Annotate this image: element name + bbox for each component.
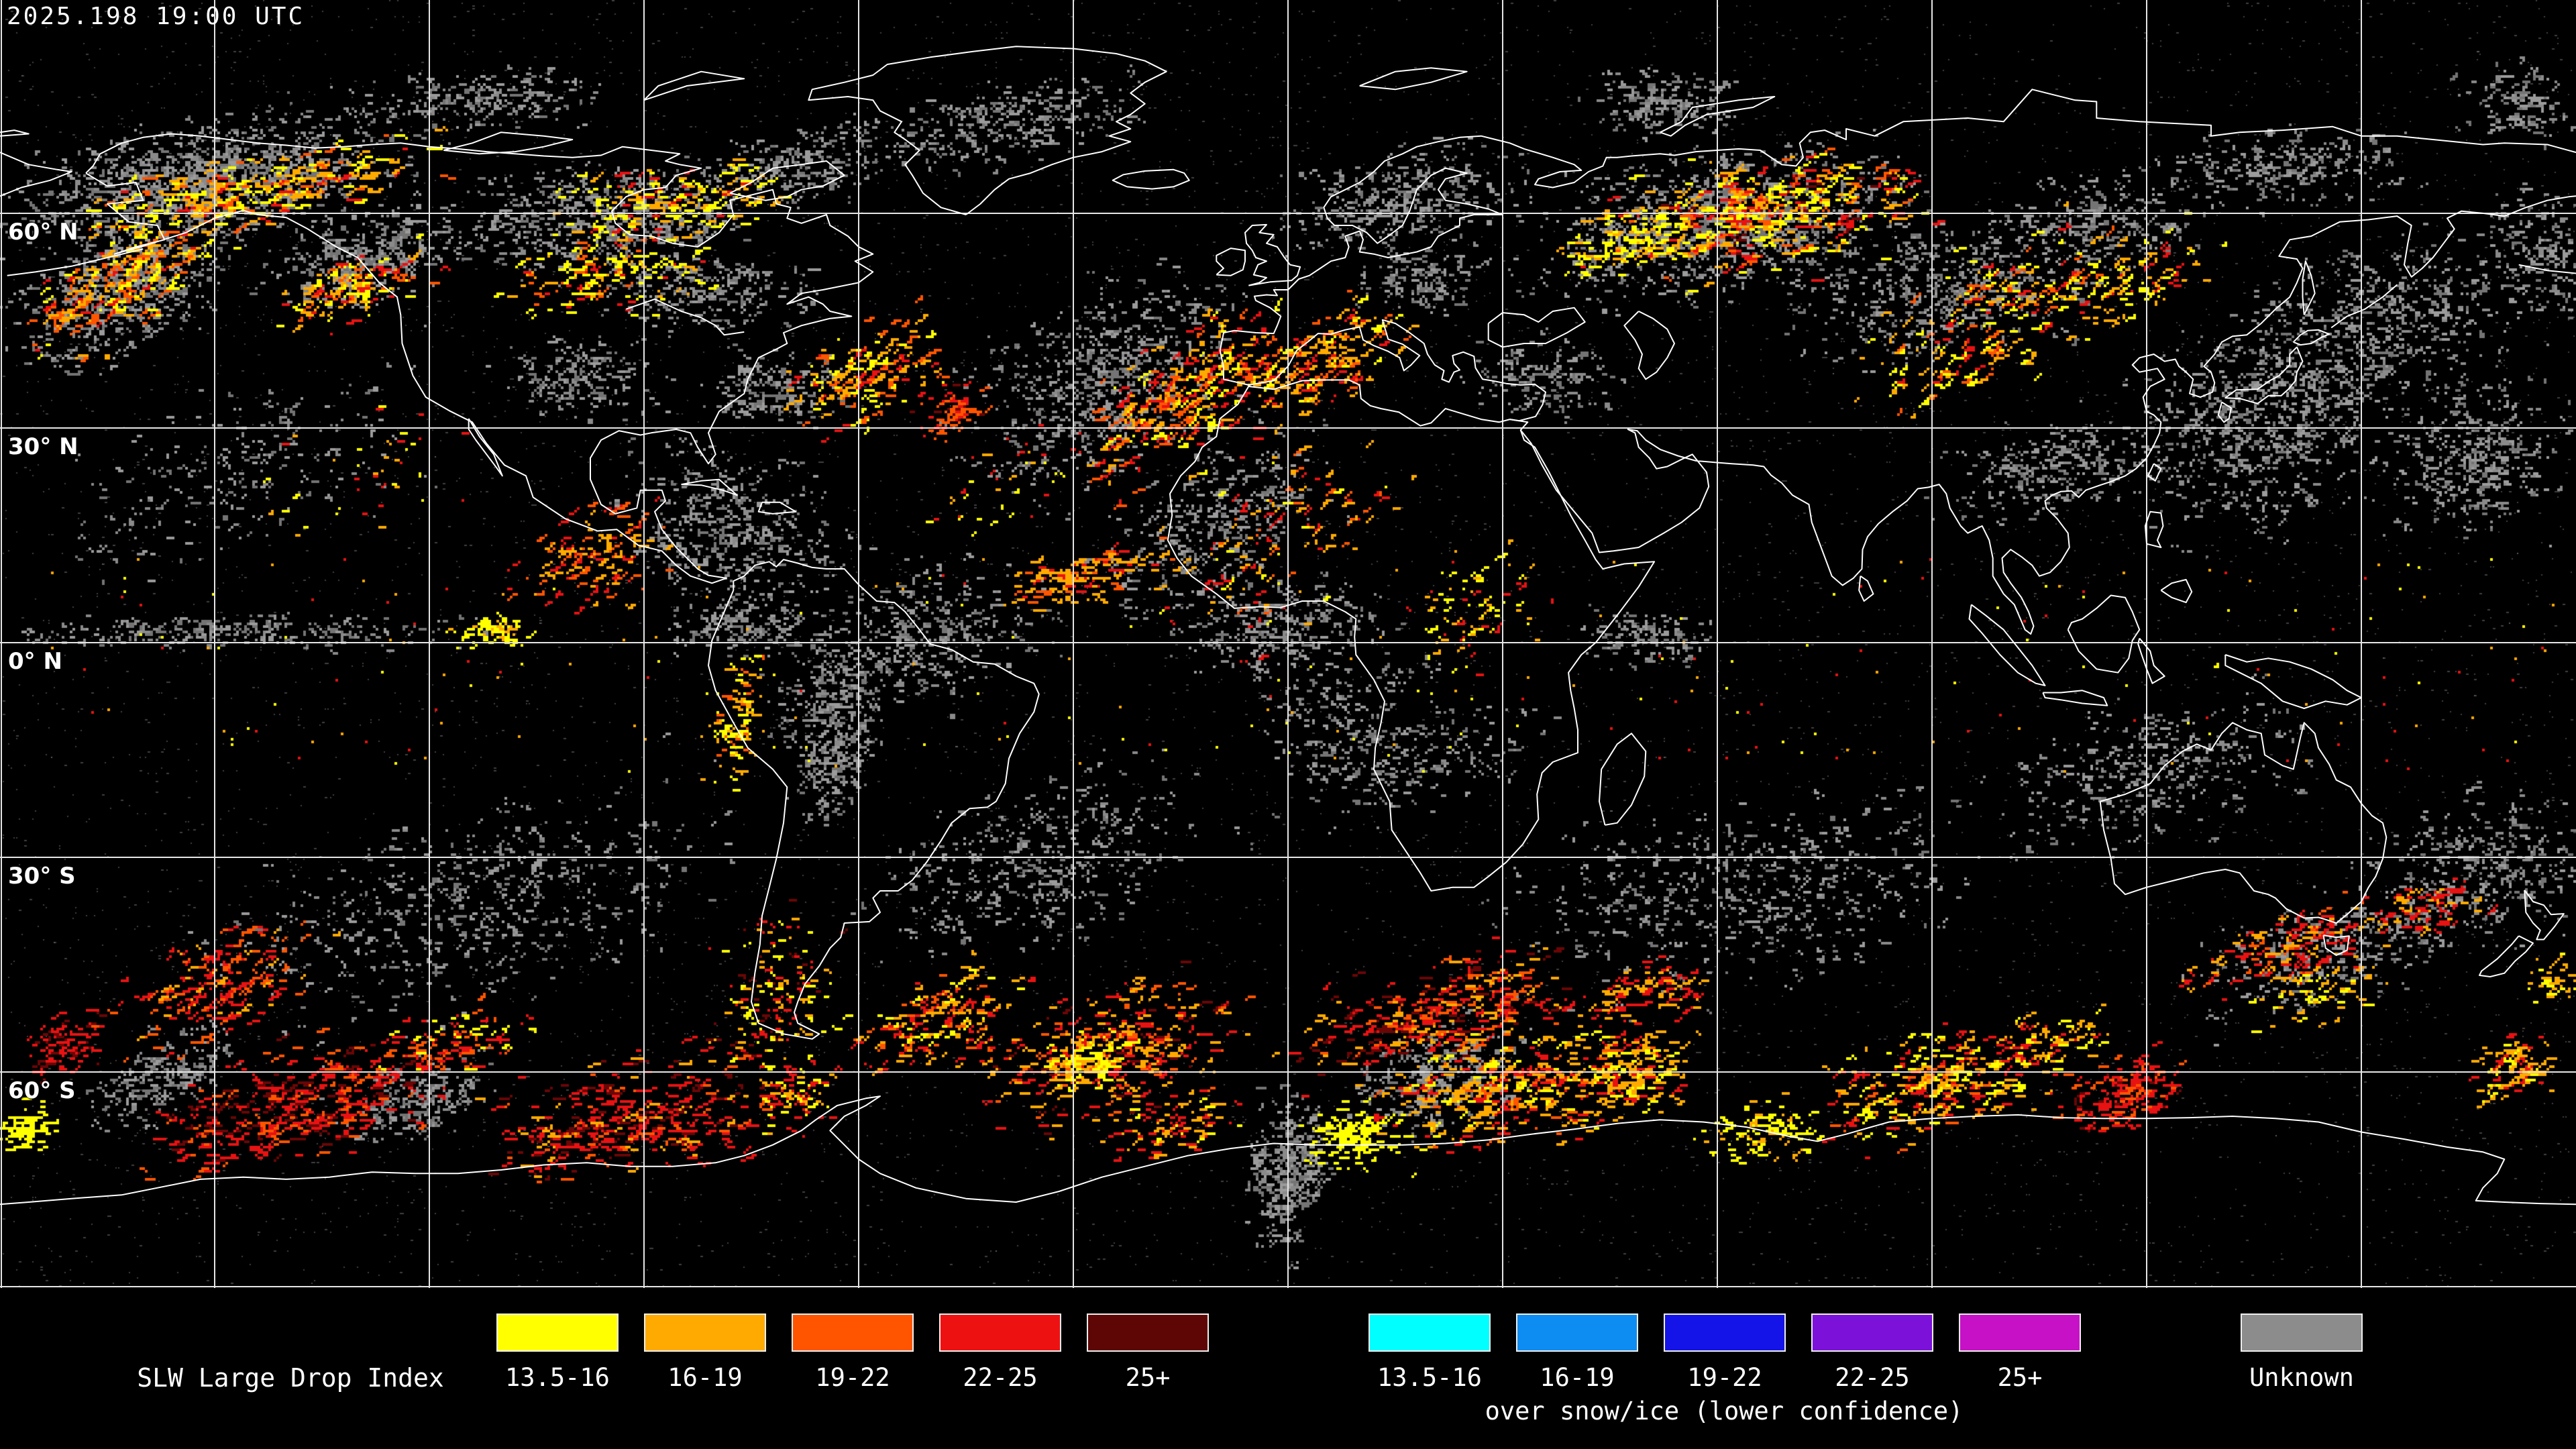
legend-swatch-standard-0 bbox=[496, 1313, 619, 1352]
legend-swatch-snow-ice-0 bbox=[1368, 1313, 1491, 1352]
world-map: 60° N 30° N 0° N 30° S 60° S 2025.198 19:00 … bbox=[0, 0, 2576, 1288]
lat-label-2: 0° N bbox=[8, 648, 62, 675]
legend-swatch-snow-ice-4 bbox=[1959, 1313, 2081, 1352]
legend-swatch-standard-3 bbox=[939, 1313, 1061, 1352]
legend-swatch-standard-2 bbox=[792, 1313, 914, 1352]
lat-label-0: 60° N bbox=[8, 219, 78, 246]
timestamp: 2025.198 19:00 UTC bbox=[7, 3, 305, 30]
lat-label-4: 60° S bbox=[8, 1077, 76, 1104]
legend-swatch-snow-ice-1 bbox=[1516, 1313, 1638, 1352]
coastline-grid-layer bbox=[0, 0, 2576, 1288]
legend-product-label: SLW Large Drop Index bbox=[137, 1363, 444, 1393]
legend-unknown-label: Unknown bbox=[2249, 1363, 2354, 1392]
legend-swatch-standard-4 bbox=[1087, 1313, 1209, 1352]
lat-label-3: 30° S bbox=[8, 863, 76, 890]
legend-swatch-label: 22-25 bbox=[963, 1363, 1038, 1392]
legend-swatch-label: 19-22 bbox=[1687, 1363, 1762, 1392]
legend-swatch-unknown bbox=[2241, 1313, 2363, 1352]
legend: SLW Large Drop Index 13.5-16 16-19 19-22 22… bbox=[0, 1288, 2576, 1449]
legend-swatch-snow-ice-3 bbox=[1811, 1313, 1933, 1352]
legend-swatch-label: 22-25 bbox=[1835, 1363, 1910, 1392]
lat-label-1: 30° N bbox=[8, 433, 78, 460]
legend-snow-ice-caption: over snow/ice (lower confidence) bbox=[1485, 1397, 1964, 1426]
legend-swatch-label: 25+ bbox=[1125, 1363, 1171, 1392]
legend-swatch-label: 13.5-16 bbox=[505, 1363, 610, 1392]
legend-swatch-label: 16-19 bbox=[1540, 1363, 1615, 1392]
legend-swatch-label: 16-19 bbox=[667, 1363, 743, 1392]
legend-swatch-standard-1 bbox=[644, 1313, 766, 1352]
legend-swatch-label: 19-22 bbox=[815, 1363, 890, 1392]
legend-swatch-label: 13.5-16 bbox=[1377, 1363, 1482, 1392]
legend-swatch-label: 25+ bbox=[1997, 1363, 2043, 1392]
legend-swatch-snow-ice-2 bbox=[1664, 1313, 1786, 1352]
